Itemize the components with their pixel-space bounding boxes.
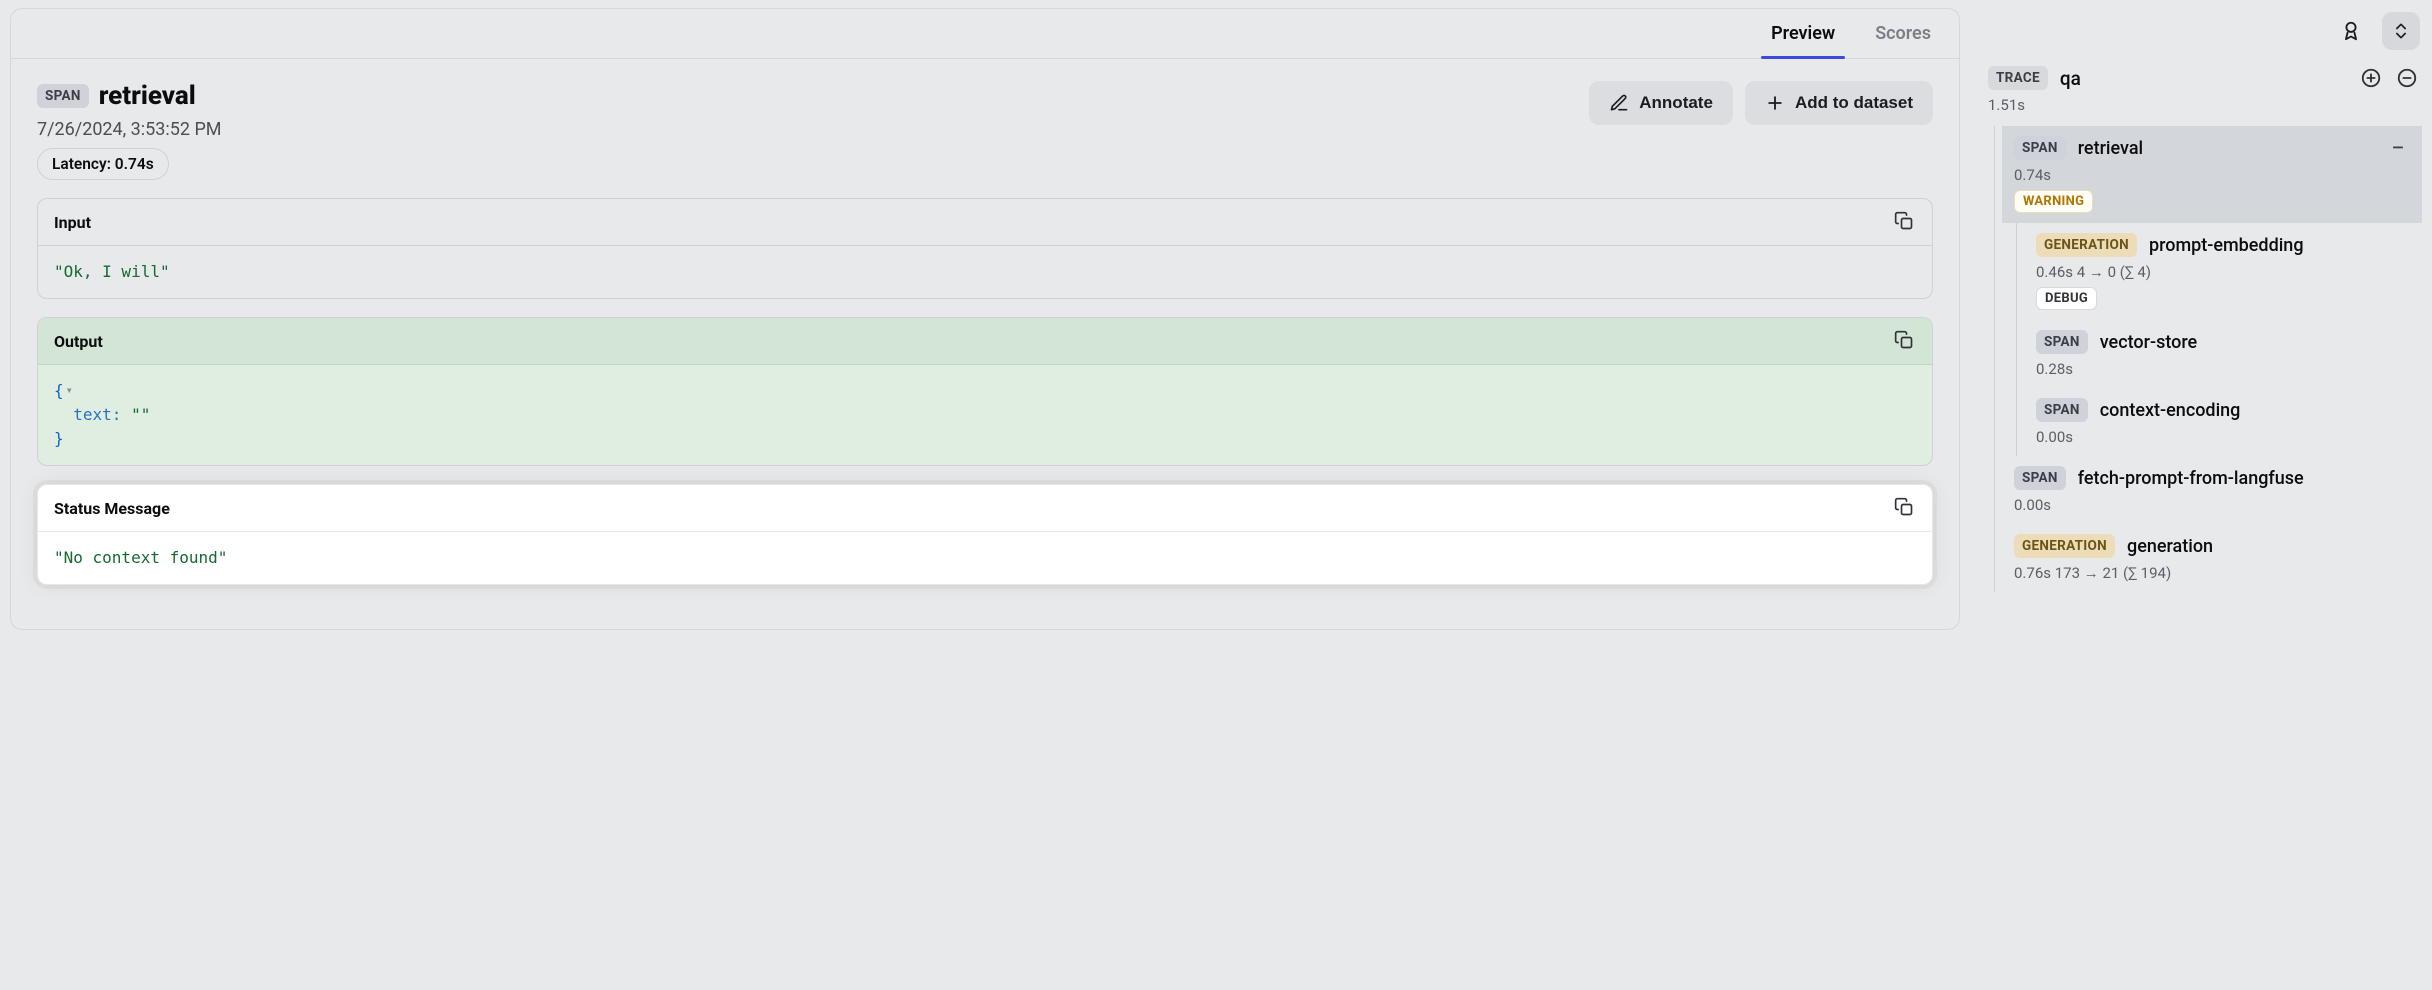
collapse-caret-icon[interactable]: ▾ (66, 381, 73, 399)
plus-icon (1765, 93, 1785, 113)
span-badge: SPAN (2036, 398, 2088, 422)
span-badge: SPAN (2036, 330, 2088, 354)
node-duration: 0.28s (2036, 360, 2410, 378)
output-title: Output (54, 332, 103, 351)
trace-name: qa (2060, 67, 2081, 90)
input-card: Input "Ok, I will" (37, 198, 1933, 299)
award-icon[interactable] (2332, 12, 2370, 50)
app-root: Preview Scores SPAN retrieval 7/26/2024,… (0, 0, 2432, 640)
tree-node-retrieval[interactable]: SPAN retrieval − 0.74s WARNING (2002, 126, 2422, 223)
node-duration: 0.74s (2014, 166, 2410, 184)
minus-circle-icon[interactable] (2396, 67, 2418, 89)
annotate-label: Annotate (1639, 93, 1713, 113)
tree-node-generation[interactable]: GENERATION generation 0.76s 173 → 21 (∑ … (2002, 524, 2422, 592)
tree-node-fetch-prompt[interactable]: SPAN fetch-prompt-from-langfuse 0.00s (2002, 456, 2422, 524)
node-label: generation (2127, 536, 2213, 557)
add-to-dataset-button[interactable]: Add to dataset (1745, 81, 1933, 125)
latency-pill: Latency: 0.74s (37, 148, 169, 180)
node-duration: 0.00s (2036, 428, 2410, 446)
span-badge: SPAN (2014, 466, 2066, 490)
copy-icon[interactable] (1894, 497, 1916, 519)
detail-body: SPAN retrieval 7/26/2024, 3:53:52 PM Lat… (11, 59, 1959, 611)
detail-panel: Preview Scores SPAN retrieval 7/26/2024,… (10, 8, 1960, 630)
add-to-dataset-label: Add to dataset (1795, 93, 1913, 113)
node-label: fetch-prompt-from-langfuse (2078, 468, 2304, 489)
page-title: retrieval (99, 81, 196, 111)
trace-sidebar: TRACE qa 1.51s SPAN retrieval − (1984, 8, 2422, 630)
pencil-icon (1609, 93, 1629, 113)
tree-node-context-encoding[interactable]: SPAN context-encoding 0.00s (2024, 388, 2422, 456)
tab-scores[interactable]: Scores (1855, 9, 1951, 58)
warning-badge: WARNING (2014, 190, 2093, 213)
node-label: retrieval (2078, 138, 2143, 159)
node-label: prompt-embedding (2149, 235, 2304, 256)
status-value: "No context found" (54, 548, 227, 567)
output-card: Output {▾ text: "" } (37, 317, 1933, 466)
tab-bar: Preview Scores (11, 9, 1959, 59)
collapse-panel-icon[interactable] (2382, 12, 2420, 50)
tree-node-vector-store[interactable]: SPAN vector-store 0.28s (2024, 320, 2422, 388)
node-duration: 0.00s (2014, 496, 2410, 514)
generation-badge: GENERATION (2036, 233, 2137, 257)
trace-duration: 1.51s (1984, 90, 2422, 126)
output-json: {▾ text: "" } (38, 365, 1932, 465)
input-value: "Ok, I will" (54, 262, 170, 281)
trace-header: TRACE qa (1984, 66, 2422, 90)
span-badge: SPAN (37, 84, 89, 108)
status-title: Status Message (54, 499, 170, 518)
node-label: context-encoding (2100, 400, 2241, 421)
node-duration: 0.46s 4 → 0 (∑ 4) (2036, 263, 2410, 281)
debug-badge: DEBUG (2036, 287, 2097, 310)
plus-circle-icon[interactable] (2360, 67, 2382, 89)
minus-icon[interactable]: − (2386, 136, 2410, 160)
copy-icon[interactable] (1894, 211, 1916, 233)
span-badge: SPAN (2014, 136, 2066, 160)
annotate-button[interactable]: Annotate (1589, 81, 1733, 125)
tree-node-prompt-embedding[interactable]: GENERATION prompt-embedding 0.46s 4 → 0 … (2024, 223, 2422, 320)
tab-preview[interactable]: Preview (1751, 9, 1855, 58)
status-card: Status Message "No context found" (37, 484, 1933, 585)
input-title: Input (54, 213, 91, 232)
node-label: vector-store (2100, 332, 2197, 353)
node-duration: 0.76s 173 → 21 (∑ 194) (2014, 564, 2410, 582)
trace-badge: TRACE (1988, 66, 2048, 90)
timestamp: 7/26/2024, 3:53:52 PM (37, 119, 222, 140)
title-row: SPAN retrieval 7/26/2024, 3:53:52 PM Lat… (37, 81, 1933, 180)
trace-tree: SPAN retrieval − 0.74s WARNING GENERATIO… (1984, 126, 2422, 592)
copy-icon[interactable] (1894, 330, 1916, 352)
generation-badge: GENERATION (2014, 534, 2115, 558)
